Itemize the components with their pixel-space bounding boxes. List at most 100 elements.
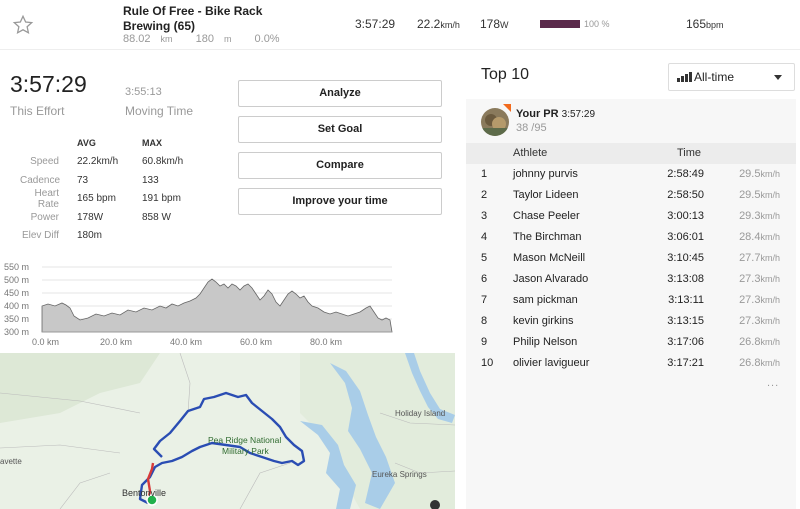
header-time: 3:57:29 — [355, 17, 396, 31]
rank: 3 — [481, 210, 488, 222]
route-map[interactable]: Pea Ridge National Military Park Holiday… — [0, 353, 455, 509]
table-row[interactable]: 8 kevin girkins 3:13:15 27.3km/h — [466, 311, 796, 332]
elev-x-label: 80.0 km — [310, 337, 342, 347]
athlete-time: 3:13:08 — [667, 273, 704, 285]
leaderboard-filter-dropdown[interactable]: All-time — [668, 63, 795, 91]
rank: 7 — [481, 294, 488, 306]
athlete-name[interactable]: sam pickman — [513, 294, 578, 306]
athlete-name[interactable]: Jason Alvarado — [513, 273, 589, 285]
star-icon[interactable] — [12, 14, 34, 36]
table-row[interactable]: 6 Jason Alvarado 3:13:08 27.3km/h — [466, 269, 796, 290]
athlete-time: 3:10:45 — [667, 252, 704, 264]
avatar[interactable] — [481, 108, 509, 136]
table-row[interactable]: 10 olivier lavigueur 3:17:21 26.8km/h — [466, 353, 796, 374]
header-heartrate: 165bpm — [686, 17, 724, 31]
moving-time: 3:55:13 — [125, 86, 162, 98]
table-row[interactable]: 4 The Birchman 3:06:01 28.4km/h — [466, 227, 796, 248]
leaderboard-header: Athlete Time — [466, 143, 796, 164]
athlete-name[interactable]: kevin girkins — [513, 315, 574, 327]
map-label-park: Pea Ridge National — [208, 435, 281, 445]
table-row[interactable]: 2 Taylor Lideen 2:58:50 29.5km/h — [466, 185, 796, 206]
athlete-name[interactable]: The Birchman — [513, 231, 582, 243]
athlete-speed: 28.4km/h — [739, 231, 780, 243]
table-row[interactable]: 1 johnny purvis 2:58:49 29.5km/h — [466, 164, 796, 185]
athlete-name[interactable]: johnny purvis — [513, 168, 578, 180]
stat-row-speed: Speed 22.2km/h 60.8km/h — [30, 156, 184, 168]
rank: 1 — [481, 168, 488, 180]
elev-y-label: 550 m — [4, 262, 29, 272]
table-row[interactable]: 9 Philip Nelson 3:17:06 26.8km/h — [466, 332, 796, 353]
stat-row-heartrate: Heart Rate 165 bpm 191 bpm — [34, 187, 181, 210]
filter-label: All-time — [694, 70, 735, 84]
elev-y-label: 450 m — [4, 288, 29, 298]
compare-button[interactable]: Compare — [238, 152, 442, 179]
athlete-time: 2:58:50 — [667, 189, 704, 201]
pr-medal-icon — [503, 104, 511, 112]
elev-x-label: 40.0 km — [170, 337, 202, 347]
table-row[interactable]: 7 sam pickman 3:13:11 27.3km/h — [466, 290, 796, 311]
map-label-park2: Military Park — [222, 446, 270, 456]
athlete-name[interactable]: Taylor Lideen — [513, 189, 579, 201]
info-icon[interactable] — [430, 500, 440, 509]
stat-row-power: Power 178W 858 W — [30, 211, 171, 223]
avg-header: AVG — [77, 138, 96, 149]
athlete-time: 2:58:49 — [667, 168, 704, 180]
table-row[interactable]: 5 Mason McNeill 3:10:45 27.7km/h — [466, 248, 796, 269]
map-label-bentonville: Bentonville — [122, 488, 166, 498]
athlete-speed: 26.8km/h — [739, 357, 780, 369]
elev-y-label: 500 m — [4, 275, 29, 285]
elevation-profile[interactable]: 550 m 500 m 450 m 400 m 350 m 300 m 0.0 … — [0, 258, 460, 350]
analyze-button[interactable]: Analyze — [238, 80, 442, 107]
elev-y-label: 350 m — [4, 314, 29, 324]
athlete-name[interactable]: olivier lavigueur — [513, 357, 590, 369]
segment-subinfo: 88.02 km 180 m 0.0% — [123, 33, 290, 45]
segment-elevation: 180 m — [195, 33, 232, 45]
map-label-holiday-island: Holiday Island — [395, 409, 445, 418]
moving-time-label: Moving Time — [125, 104, 194, 118]
athlete-speed: 27.3km/h — [739, 294, 780, 306]
stat-row-cadence: Cadence 73 133 — [20, 174, 159, 186]
power-percent: 100 % — [584, 19, 610, 29]
map-label-fayetteville: avette — [0, 457, 22, 466]
athlete-time: 3:17:06 — [667, 336, 704, 348]
stats-table: AVG MAX Speed 22.2km/h 60.8km/h Cadence 73 1… — [20, 134, 220, 245]
elev-y-label: 400 m — [4, 301, 29, 311]
improve-time-button[interactable]: Improve your time — [238, 188, 442, 215]
athlete-speed: 29.3km/h — [739, 210, 780, 222]
start-marker — [146, 494, 158, 506]
athlete-speed: 27.3km/h — [739, 273, 780, 285]
athlete-name[interactable]: Chase Peeler — [513, 210, 580, 222]
header-power: 178W — [480, 17, 509, 31]
elev-x-label: 20.0 km — [100, 337, 132, 347]
stat-row-elevdiff: Elev Diff 180m — [21, 230, 103, 242]
segment-grade: 0.0% — [254, 33, 280, 45]
athlete-name[interactable]: Mason McNeill — [513, 252, 586, 264]
athlete-speed: 29.5km/h — [739, 189, 780, 201]
leaderboard-table: Athlete Time 1 johnny purvis 2:58:49 29.5km… — [466, 143, 796, 374]
effort-time-label: This Effort — [10, 104, 65, 118]
athlete-speed: 27.7km/h — [739, 252, 780, 264]
athlete-time: 3:13:11 — [668, 294, 704, 306]
athlete-speed: 29.5km/h — [739, 168, 780, 180]
elev-y-label: 300 m — [4, 327, 29, 337]
leaderboard-panel — [466, 99, 796, 509]
athlete-time: 3:06:01 — [667, 231, 704, 243]
rank: 6 — [481, 273, 488, 285]
athlete-speed: 27.3km/h — [739, 315, 780, 327]
rank: 5 — [481, 252, 488, 264]
chevron-down-icon — [774, 75, 782, 80]
max-header: MAX — [142, 138, 162, 149]
top10-title: Top 10 — [481, 66, 530, 83]
power-bar — [540, 20, 580, 28]
rank: 2 — [481, 189, 488, 201]
athlete-time: 3:00:13 — [667, 210, 704, 222]
athlete-time: 3:13:15 — [667, 315, 704, 327]
segment-distance: 88.02 km — [123, 33, 173, 45]
col-athlete: Athlete — [513, 147, 548, 159]
more-indicator[interactable]: ... — [767, 377, 780, 389]
rank: 8 — [481, 315, 488, 327]
athlete-name[interactable]: Philip Nelson — [513, 336, 578, 348]
set-goal-button[interactable]: Set Goal — [238, 116, 442, 143]
table-row[interactable]: 3 Chase Peeler 3:00:13 29.3km/h — [466, 206, 796, 227]
athlete-speed: 26.8km/h — [739, 336, 780, 348]
